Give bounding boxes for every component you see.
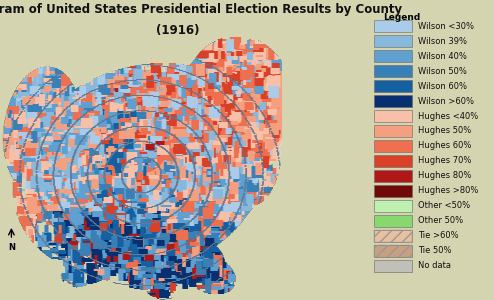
Text: Hughes 70%: Hughes 70% — [418, 156, 472, 165]
Bar — [374, 260, 412, 272]
Bar — [374, 140, 412, 152]
Text: Wilson 50%: Wilson 50% — [418, 67, 467, 76]
Bar — [374, 244, 412, 257]
Text: Hughes >80%: Hughes >80% — [418, 186, 479, 195]
Bar — [374, 95, 412, 107]
Text: Legend: Legend — [383, 13, 420, 22]
Text: Wilson <30%: Wilson <30% — [418, 22, 474, 31]
Text: No data: No data — [418, 261, 452, 270]
Text: Wilson 39%: Wilson 39% — [418, 37, 467, 46]
Bar — [374, 230, 412, 242]
Text: Hughes 60%: Hughes 60% — [418, 142, 472, 151]
Text: (1916): (1916) — [156, 24, 200, 37]
Bar — [374, 155, 412, 167]
Text: Wilson 60%: Wilson 60% — [418, 82, 467, 91]
Text: Wilson >60%: Wilson >60% — [418, 97, 474, 106]
Bar — [374, 50, 412, 62]
Text: N: N — [8, 243, 15, 252]
Bar — [374, 35, 412, 47]
Bar — [374, 200, 412, 212]
Bar — [374, 110, 412, 122]
Bar — [374, 215, 412, 227]
Bar — [374, 244, 412, 257]
Bar — [374, 80, 412, 92]
Bar — [374, 185, 412, 197]
Text: Other <50%: Other <50% — [418, 201, 471, 210]
Text: Tie >60%: Tie >60% — [418, 231, 459, 240]
Bar — [374, 230, 412, 242]
Bar — [374, 65, 412, 77]
Text: Hughes <40%: Hughes <40% — [418, 112, 479, 121]
Text: Cartogram of United States Presidential Election Results by County: Cartogram of United States Presidential … — [0, 3, 402, 16]
Text: Hughes 50%: Hughes 50% — [418, 127, 472, 136]
Bar — [374, 125, 412, 137]
Text: Hughes 80%: Hughes 80% — [418, 171, 472, 180]
Text: Wilson 40%: Wilson 40% — [418, 52, 467, 61]
Text: Other 50%: Other 50% — [418, 216, 463, 225]
Bar — [374, 20, 412, 32]
Text: Tie 50%: Tie 50% — [418, 246, 452, 255]
Bar — [374, 170, 412, 182]
